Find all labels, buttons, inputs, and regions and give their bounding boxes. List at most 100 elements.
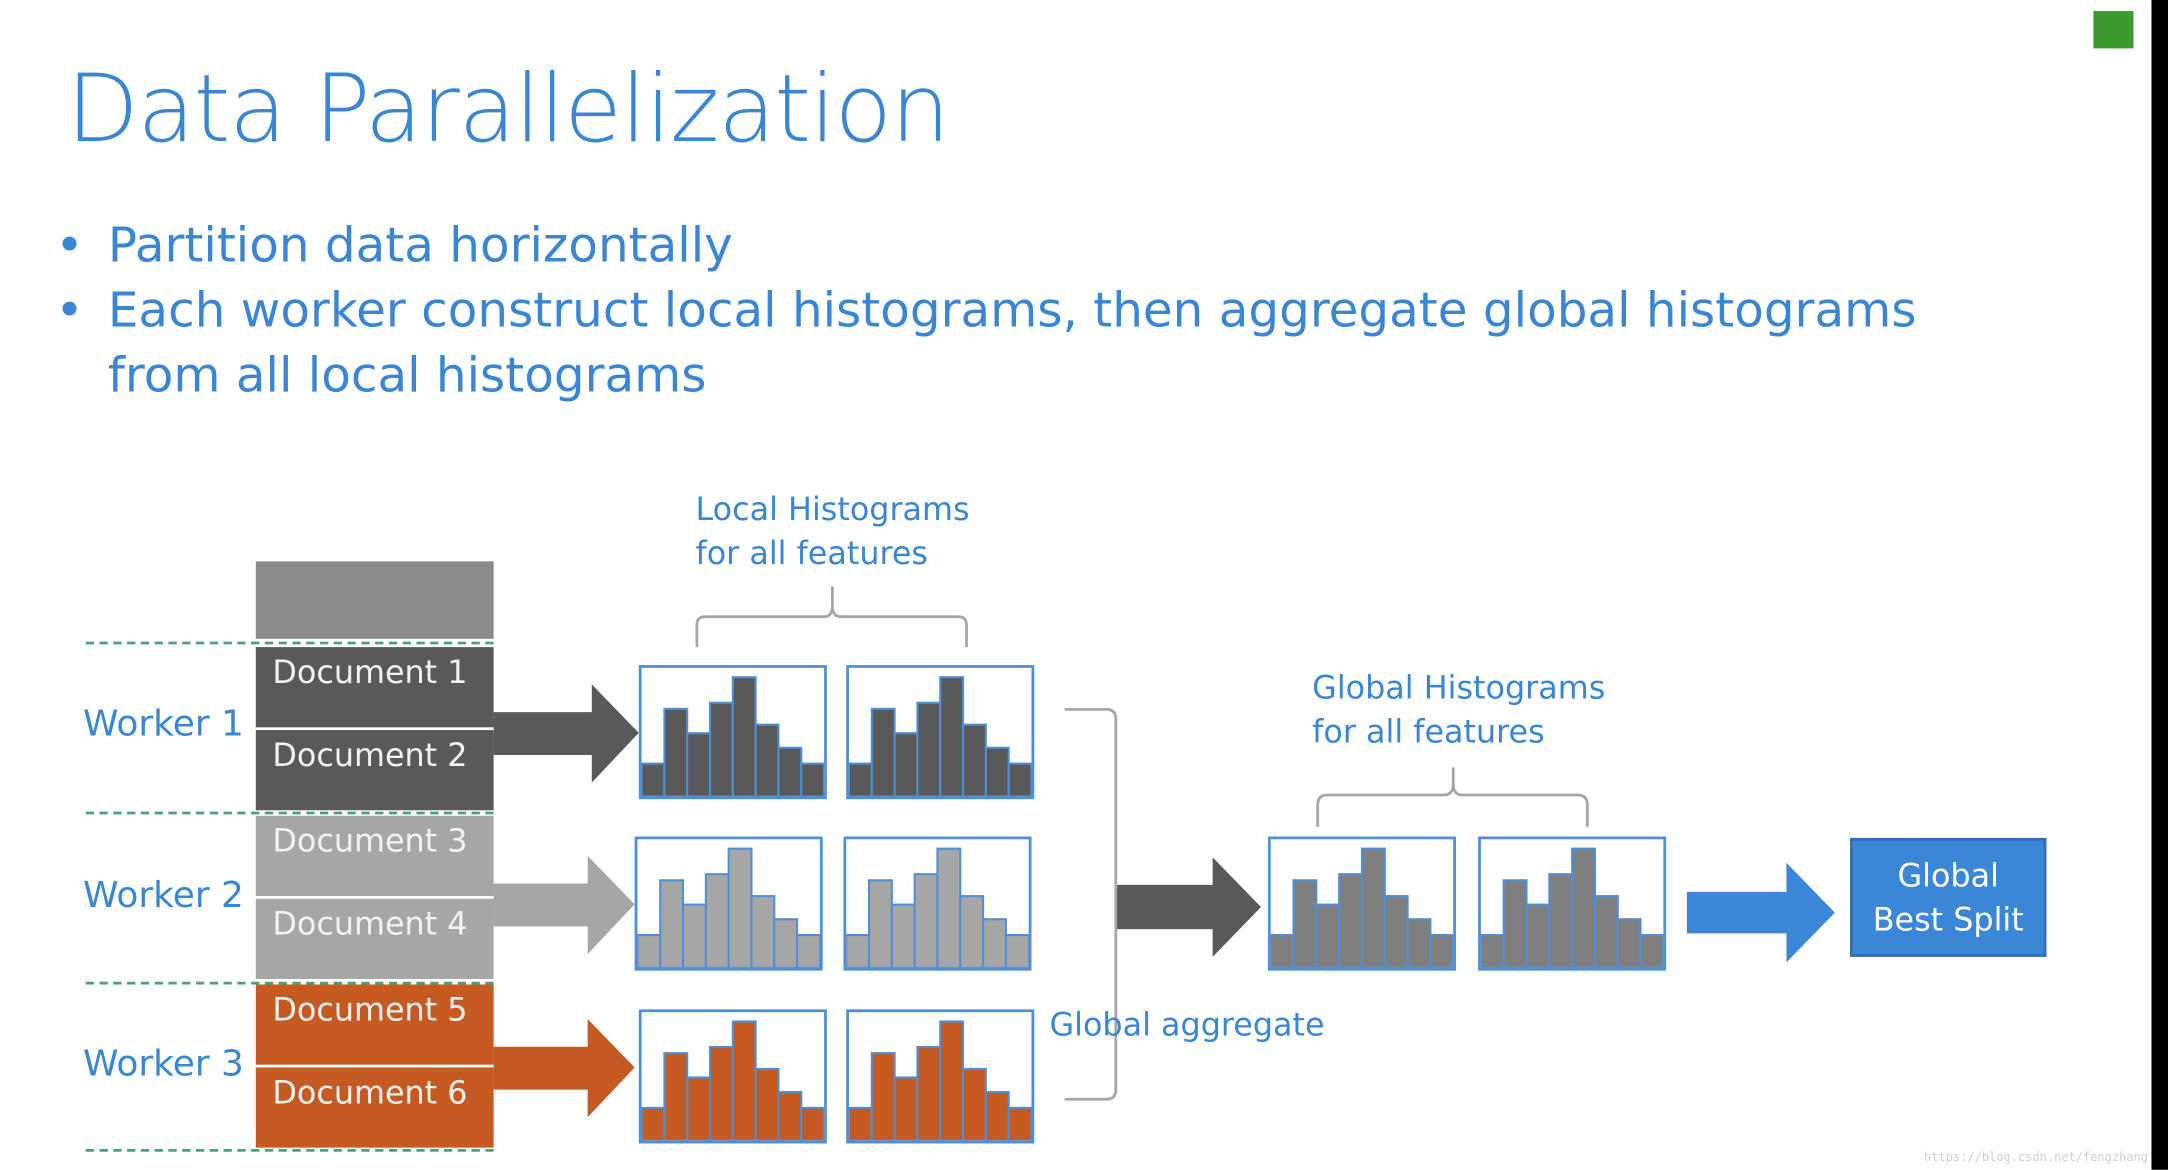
histogram-bars xyxy=(1479,847,1665,969)
histogram-bar xyxy=(663,1052,689,1142)
bracket-aggregate xyxy=(1064,707,1118,1101)
histogram-bar xyxy=(870,707,896,798)
histogram-bar xyxy=(731,676,757,798)
bullet-text: Each worker construct local histograms, … xyxy=(107,283,1917,339)
partition-line xyxy=(85,981,494,985)
histogram-bar xyxy=(754,723,780,798)
bullet-text: from all local histograms xyxy=(107,348,707,404)
global-aggregate-label: Global aggregate xyxy=(1049,1007,1325,1044)
partition-line xyxy=(85,811,494,815)
histogram-bar xyxy=(1525,903,1551,969)
histogram-bar xyxy=(890,903,916,969)
histogram-bar xyxy=(704,873,730,969)
histogram-bar xyxy=(659,879,685,969)
histogram-bar xyxy=(731,1020,757,1142)
histogram-bar xyxy=(1269,934,1295,969)
local-histograms-label: Local Histograms for all features xyxy=(695,488,969,576)
histogram-bar xyxy=(916,1045,942,1142)
histogram-worker-1-a xyxy=(638,665,827,800)
histogram-bar xyxy=(845,934,871,969)
slide-title: Data Parallelization xyxy=(66,55,950,165)
status-square xyxy=(2093,11,2134,49)
histogram-bar xyxy=(962,723,987,798)
histogram-bar xyxy=(640,1106,666,1142)
histogram-bars xyxy=(640,676,826,798)
histogram-bars xyxy=(847,676,1033,798)
arrow-worker-3 xyxy=(493,1019,635,1118)
bullet-text: Partition data horizontally xyxy=(107,218,733,274)
histogram-bar xyxy=(663,707,689,798)
label-line: for all features xyxy=(1312,714,1545,751)
watermark: https://blog.csdn.net/fengzhang xyxy=(1924,1150,2148,1164)
histogram-bar xyxy=(796,934,821,969)
histogram-bar xyxy=(1383,895,1409,969)
bracket-local xyxy=(695,586,968,648)
arrow-aggregate xyxy=(1115,857,1262,957)
histogram-bar xyxy=(1548,873,1574,969)
histogram-bars xyxy=(636,847,821,969)
histogram-bar xyxy=(893,732,919,798)
histogram-bar xyxy=(1007,762,1033,798)
histogram-bar xyxy=(1360,847,1386,969)
histogram-bar xyxy=(847,1106,873,1142)
histogram-bar xyxy=(800,762,826,798)
histogram-bar xyxy=(640,762,666,798)
histogram-bar xyxy=(1315,903,1341,969)
worker-1-label: Worker 1 xyxy=(82,703,244,746)
histogram-worker-3-b xyxy=(846,1009,1035,1144)
document-5: Document 5 xyxy=(255,984,494,1065)
histogram-bar xyxy=(777,746,803,798)
histogram-bar xyxy=(686,732,712,798)
histogram-bar xyxy=(1292,879,1318,969)
histogram-bars xyxy=(1269,847,1455,969)
histogram-global-b xyxy=(1478,836,1667,971)
histogram-bar xyxy=(913,873,939,969)
histogram-bar xyxy=(777,1091,803,1142)
histogram-bar xyxy=(936,847,962,969)
label-line: for all features xyxy=(695,536,929,573)
histogram-bars xyxy=(640,1020,826,1142)
histogram-bar xyxy=(750,895,776,969)
worker-2-label: Worker 2 xyxy=(82,875,244,917)
histogram-bar xyxy=(1616,918,1642,969)
histogram-bar xyxy=(636,934,662,969)
histogram-bar xyxy=(939,1020,965,1142)
histogram-bar xyxy=(984,746,1010,798)
histogram-bar xyxy=(1593,895,1619,969)
document-6: Document 6 xyxy=(255,1067,494,1148)
worker-3-label: Worker 3 xyxy=(82,1043,244,1086)
global-best-split-box: Global Best Split xyxy=(1850,837,2047,957)
histogram-bar xyxy=(686,1076,712,1142)
label-line: Global Histograms xyxy=(1312,670,1606,707)
arrow-best-split xyxy=(1686,862,1835,963)
histogram-bar xyxy=(1338,873,1363,969)
histogram-worker-3-a xyxy=(638,1009,827,1144)
data-block-header xyxy=(255,561,494,639)
histogram-bar xyxy=(800,1106,826,1142)
document-1: Document 1 xyxy=(255,647,494,728)
label-line: Local Histograms xyxy=(695,492,970,529)
global-histograms-label: Global Histograms for all features xyxy=(1312,666,1605,754)
histogram-worker-2-a xyxy=(634,836,823,971)
histogram-bar xyxy=(1479,934,1505,969)
histogram-bar xyxy=(1502,879,1528,969)
histogram-bars xyxy=(847,1020,1033,1142)
histogram-bar xyxy=(939,676,965,798)
histogram-bar xyxy=(1406,918,1432,969)
histogram-bar xyxy=(754,1067,780,1142)
histogram-bar xyxy=(982,918,1007,969)
histogram-bar xyxy=(1639,934,1665,969)
histogram-bar xyxy=(1004,934,1030,969)
histogram-bar xyxy=(682,903,707,969)
label-line: Best Split xyxy=(1872,902,2024,939)
histogram-bar xyxy=(847,762,873,798)
histogram-bar xyxy=(708,1045,734,1142)
histogram-bar xyxy=(916,701,942,798)
label-line: Global xyxy=(1897,858,1999,895)
document-2: Document 2 xyxy=(255,730,494,811)
histogram-global-a xyxy=(1267,836,1456,971)
histogram-bar xyxy=(1007,1106,1033,1142)
histogram-bar xyxy=(727,847,753,969)
